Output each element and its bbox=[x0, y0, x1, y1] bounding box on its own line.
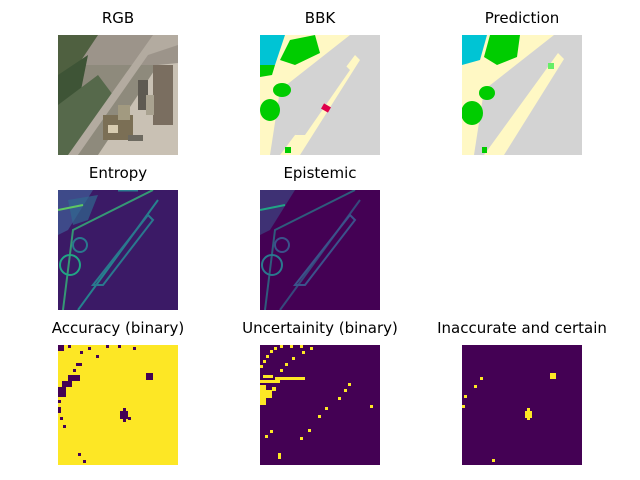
bbk-image bbox=[260, 35, 380, 155]
entropy-image bbox=[58, 190, 178, 310]
prediction-image bbox=[462, 35, 582, 155]
panel-title-rgb: RGB bbox=[101, 9, 135, 27]
epistemic-image bbox=[260, 190, 380, 310]
panel-title-prediction: Prediction bbox=[484, 9, 560, 27]
panel-title-entropy: Entropy bbox=[88, 164, 148, 182]
panel-title-accuracy: Accuracy (binary) bbox=[51, 319, 185, 337]
panel-title-epistemic: Epistemic bbox=[283, 164, 357, 182]
rgb-image bbox=[58, 35, 178, 155]
panel-title-bbk: BBK bbox=[304, 9, 336, 27]
panel-title-inaccurate: Inaccurate and certain bbox=[437, 319, 607, 337]
panel-title-uncertainty: Uncertainity (binary) bbox=[242, 319, 398, 337]
inaccurate-image bbox=[462, 345, 582, 465]
accuracy-image bbox=[58, 345, 178, 465]
uncertainty-image bbox=[260, 345, 380, 465]
